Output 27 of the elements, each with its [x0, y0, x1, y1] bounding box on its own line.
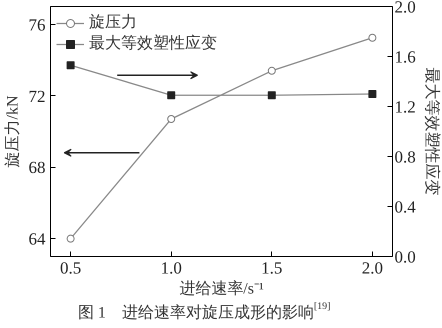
legend-label: 最大等效塑性应变 — [89, 33, 217, 54]
point — [268, 66, 276, 75]
x-axis-title: 进给速率/s⁻¹ — [179, 280, 264, 298]
y2-axis-title: 最大等效塑性应变 — [422, 68, 441, 196]
legend-label: 旋压力 — [89, 12, 137, 33]
point — [368, 90, 376, 98]
y2-tick-label: 0.8 — [394, 148, 416, 166]
point — [368, 34, 376, 42]
y-axis-title: 旋压力/kN — [4, 95, 22, 168]
y2-tick-label: 1.6 — [394, 48, 416, 66]
y-tick-label: 68 — [28, 158, 46, 178]
x-tick-label: 1.0 — [160, 258, 182, 278]
y2-tick-label: 0.0 — [394, 248, 416, 266]
point — [167, 91, 176, 100]
point — [66, 234, 75, 243]
point — [66, 61, 75, 70]
y2-tick-label: 2.0 — [394, 0, 416, 16]
x-tick-label: 1.5 — [261, 258, 282, 278]
point — [268, 91, 276, 100]
x-tick-label: 0.5 — [60, 258, 82, 278]
y2-tick-label: 1.2 — [394, 98, 416, 116]
point — [167, 115, 176, 123]
y2-tick-label: 0.4 — [394, 198, 416, 216]
y-tick-label: 72 — [28, 86, 46, 106]
y-tick-label: 76 — [28, 15, 46, 34]
x-tick-label: 2.0 — [362, 258, 384, 278]
y-tick-label: 64 — [28, 230, 46, 249]
